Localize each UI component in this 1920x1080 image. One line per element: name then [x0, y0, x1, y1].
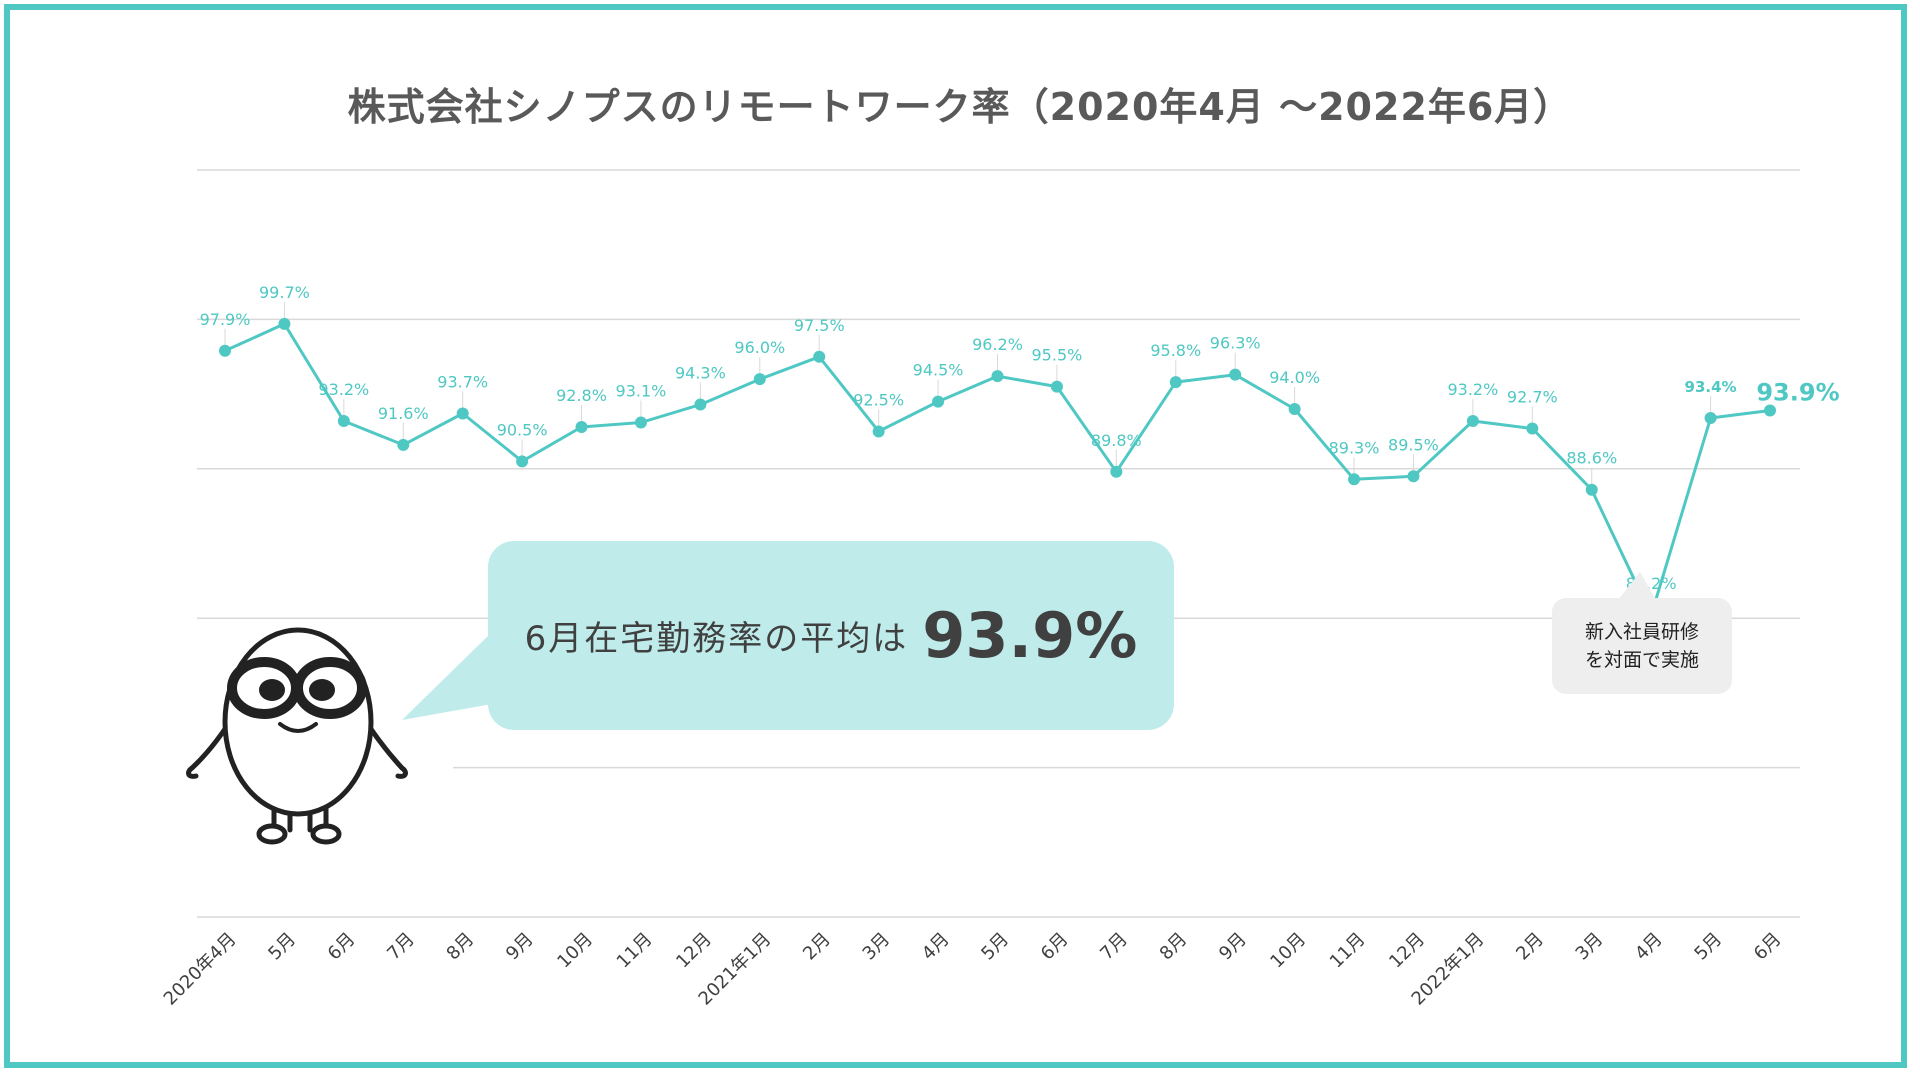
data-label: 88.6% — [1566, 449, 1617, 468]
x-tick-label: 6月 — [1037, 929, 1073, 965]
data-point — [634, 416, 647, 429]
x-tick-label: 6月 — [1750, 929, 1786, 965]
x-tick-label: 5月 — [1690, 929, 1726, 965]
mascot-body — [222, 627, 374, 817]
data-label: 94.3% — [675, 364, 726, 383]
data-point — [516, 455, 529, 468]
data-point — [337, 414, 350, 427]
data-label: 97.9% — [200, 310, 251, 329]
data-point — [932, 395, 945, 408]
x-tick-label: 4月 — [918, 929, 954, 965]
x-tick-label: 2月 — [1512, 929, 1548, 965]
data-point — [813, 350, 826, 363]
data-label: 99.7% — [259, 283, 310, 302]
data-label: 95.8% — [1150, 341, 1201, 360]
callout-text: 6月在宅勤務率の平均は — [524, 619, 909, 659]
data-label: 92.8% — [556, 386, 607, 405]
data-point — [872, 425, 885, 438]
data-point — [1407, 470, 1420, 483]
data-point — [1466, 414, 1479, 427]
data-label: 94.5% — [913, 361, 964, 380]
data-label: 95.5% — [1032, 346, 1083, 365]
data-label: 96.3% — [1210, 334, 1261, 353]
data-label: 89.8% — [1091, 431, 1142, 450]
note-tail — [1618, 572, 1656, 600]
x-tick-label: 8月 — [1156, 929, 1192, 965]
data-label: 96.2% — [972, 335, 1023, 354]
x-tick-label: 2020年4月 — [160, 929, 241, 1010]
x-tick-label: 3月 — [859, 929, 895, 965]
data-label: 97.5% — [794, 316, 845, 335]
x-tick-label: 10月 — [1266, 929, 1310, 973]
data-point — [1585, 483, 1598, 496]
data-point — [1704, 412, 1717, 425]
data-label: 93.7% — [437, 373, 488, 392]
x-tick-label: 12月 — [1385, 929, 1429, 973]
mascot-character — [186, 627, 408, 845]
data-label: 89.3% — [1329, 438, 1380, 457]
chart-title: 株式会社シノプスのリモートワーク率（2020年4月 〜2022年6月） — [347, 85, 1573, 129]
x-tick-label: 12月 — [672, 929, 716, 973]
x-tick-label: 11月 — [613, 929, 657, 973]
data-point — [1288, 403, 1301, 416]
data-label: 94.0% — [1269, 368, 1320, 387]
data-point — [1526, 422, 1539, 435]
x-tick-label: 11月 — [1326, 929, 1370, 973]
data-label: 96.0% — [734, 338, 785, 357]
data-label: 92.5% — [853, 390, 904, 409]
average-callout: 6月在宅勤務率の平均は 93.9% — [488, 541, 1174, 730]
training-note: 新入社員研修 を対面で実施 — [1552, 598, 1732, 694]
data-label: 92.7% — [1507, 387, 1558, 406]
data-point — [753, 373, 766, 386]
data-label: 90.5% — [497, 420, 548, 439]
x-tick-label: 7月 — [383, 929, 419, 965]
data-point — [397, 438, 410, 451]
mascot-right-eye — [309, 679, 335, 701]
data-label: 93.2% — [318, 380, 369, 399]
x-tick-label: 9月 — [1215, 929, 1251, 965]
mascot-left-eye — [259, 679, 285, 701]
x-tick-label: 8月 — [443, 929, 479, 965]
x-tick-label: 2月 — [799, 929, 835, 965]
data-point — [278, 317, 291, 330]
data-point — [1764, 404, 1776, 417]
x-tick-label: 9月 — [502, 929, 538, 965]
x-tick-label: 4月 — [1631, 929, 1667, 965]
mascot-right-foot — [310, 823, 342, 845]
training-note-text: 新入社員研修 を対面で実施 — [1584, 621, 1699, 671]
x-tick-label: 5月 — [264, 929, 300, 965]
data-label: 93.2% — [1447, 380, 1498, 399]
data-point — [694, 398, 707, 411]
data-point — [991, 370, 1004, 383]
x-tick-label: 7月 — [1096, 929, 1132, 965]
x-tick-label: 6月 — [324, 929, 360, 965]
data-label: 93.4% — [1685, 378, 1737, 396]
data-point — [1110, 465, 1123, 478]
bubble-tail — [402, 632, 492, 720]
data-point — [456, 407, 469, 420]
data-label: 89.5% — [1388, 435, 1439, 454]
mascot-left-foot — [256, 823, 288, 845]
data-point — [1348, 473, 1361, 486]
mascot-mouth — [278, 722, 318, 733]
x-tick-label: 5月 — [977, 929, 1013, 965]
data-label: 93.1% — [616, 381, 667, 400]
data-point — [1169, 376, 1182, 389]
chart-frame — [4, 4, 1907, 1068]
data-point — [575, 420, 588, 433]
data-label: 93.9% — [1756, 379, 1839, 407]
x-tick-label: 10月 — [553, 929, 597, 973]
data-label: 91.6% — [378, 404, 429, 423]
data-point — [1050, 380, 1063, 393]
callout-value: 93.9% — [922, 599, 1138, 672]
data-point — [1229, 368, 1242, 381]
data-point — [219, 344, 231, 357]
x-tick-label: 3月 — [1572, 929, 1608, 965]
